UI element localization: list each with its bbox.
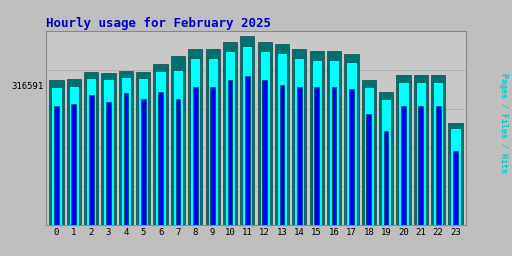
- Bar: [431, 76, 445, 225]
- Bar: [433, 82, 443, 225]
- Bar: [312, 60, 322, 225]
- Bar: [297, 87, 302, 225]
- Bar: [223, 42, 237, 225]
- Bar: [171, 56, 185, 225]
- Bar: [89, 95, 94, 225]
- Bar: [349, 90, 354, 225]
- Bar: [242, 46, 252, 225]
- Bar: [84, 72, 98, 225]
- Bar: [154, 64, 168, 225]
- Bar: [205, 49, 220, 225]
- Text: Hourly usage for February 2025: Hourly usage for February 2025: [46, 17, 271, 29]
- Bar: [294, 58, 305, 225]
- Bar: [49, 80, 63, 225]
- Bar: [453, 151, 458, 225]
- Bar: [361, 80, 376, 225]
- Bar: [207, 58, 218, 225]
- Bar: [292, 49, 307, 225]
- Bar: [332, 87, 336, 225]
- Bar: [414, 76, 428, 225]
- Bar: [275, 44, 289, 225]
- Bar: [364, 87, 374, 225]
- Bar: [123, 93, 128, 225]
- Bar: [398, 82, 409, 225]
- Bar: [451, 128, 461, 225]
- Bar: [436, 106, 440, 225]
- Bar: [280, 85, 284, 225]
- Bar: [176, 99, 180, 225]
- Bar: [173, 70, 183, 225]
- Bar: [193, 87, 198, 225]
- Bar: [119, 71, 133, 225]
- Bar: [260, 51, 270, 225]
- Bar: [240, 36, 254, 225]
- Bar: [51, 87, 61, 225]
- Bar: [101, 72, 116, 225]
- Bar: [158, 92, 163, 225]
- Bar: [210, 87, 215, 225]
- Bar: [225, 51, 235, 225]
- Bar: [384, 131, 389, 225]
- Bar: [329, 60, 339, 225]
- Bar: [258, 42, 272, 225]
- Bar: [379, 92, 393, 225]
- Bar: [136, 72, 151, 225]
- Bar: [401, 106, 406, 225]
- Bar: [314, 87, 319, 225]
- Bar: [367, 114, 371, 225]
- Bar: [277, 54, 287, 225]
- Bar: [67, 79, 81, 225]
- Bar: [381, 99, 391, 225]
- Bar: [262, 80, 267, 225]
- Bar: [449, 123, 463, 225]
- Bar: [344, 54, 358, 225]
- Bar: [103, 79, 114, 225]
- Bar: [121, 77, 131, 225]
- Bar: [346, 62, 356, 225]
- Bar: [156, 71, 166, 225]
- Bar: [228, 80, 232, 225]
- Bar: [327, 51, 341, 225]
- Bar: [310, 51, 324, 225]
- Bar: [245, 76, 250, 225]
- Text: Pages / Files / Hits: Pages / Files / Hits: [499, 73, 508, 173]
- Bar: [190, 58, 200, 225]
- Bar: [69, 86, 79, 225]
- Bar: [141, 99, 145, 225]
- Bar: [418, 106, 423, 225]
- Bar: [106, 102, 111, 225]
- Bar: [72, 104, 76, 225]
- Bar: [416, 82, 426, 225]
- Bar: [188, 49, 202, 225]
- Bar: [138, 78, 148, 225]
- Bar: [54, 106, 59, 225]
- Bar: [396, 76, 411, 225]
- Bar: [86, 78, 96, 225]
